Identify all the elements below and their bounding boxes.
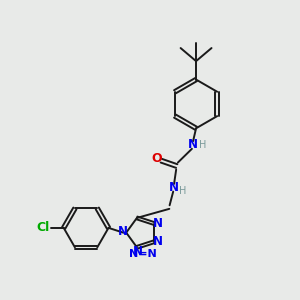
Text: N: N xyxy=(169,181,179,194)
Text: N: N xyxy=(188,138,198,151)
Text: N: N xyxy=(153,235,163,248)
Text: N=N: N=N xyxy=(129,249,157,259)
Text: Cl: Cl xyxy=(37,221,50,234)
Text: N: N xyxy=(118,225,128,238)
Text: N: N xyxy=(153,217,163,230)
Text: H: H xyxy=(179,186,186,196)
Text: H: H xyxy=(199,140,206,150)
Text: N: N xyxy=(133,245,142,258)
Text: O: O xyxy=(152,152,162,165)
